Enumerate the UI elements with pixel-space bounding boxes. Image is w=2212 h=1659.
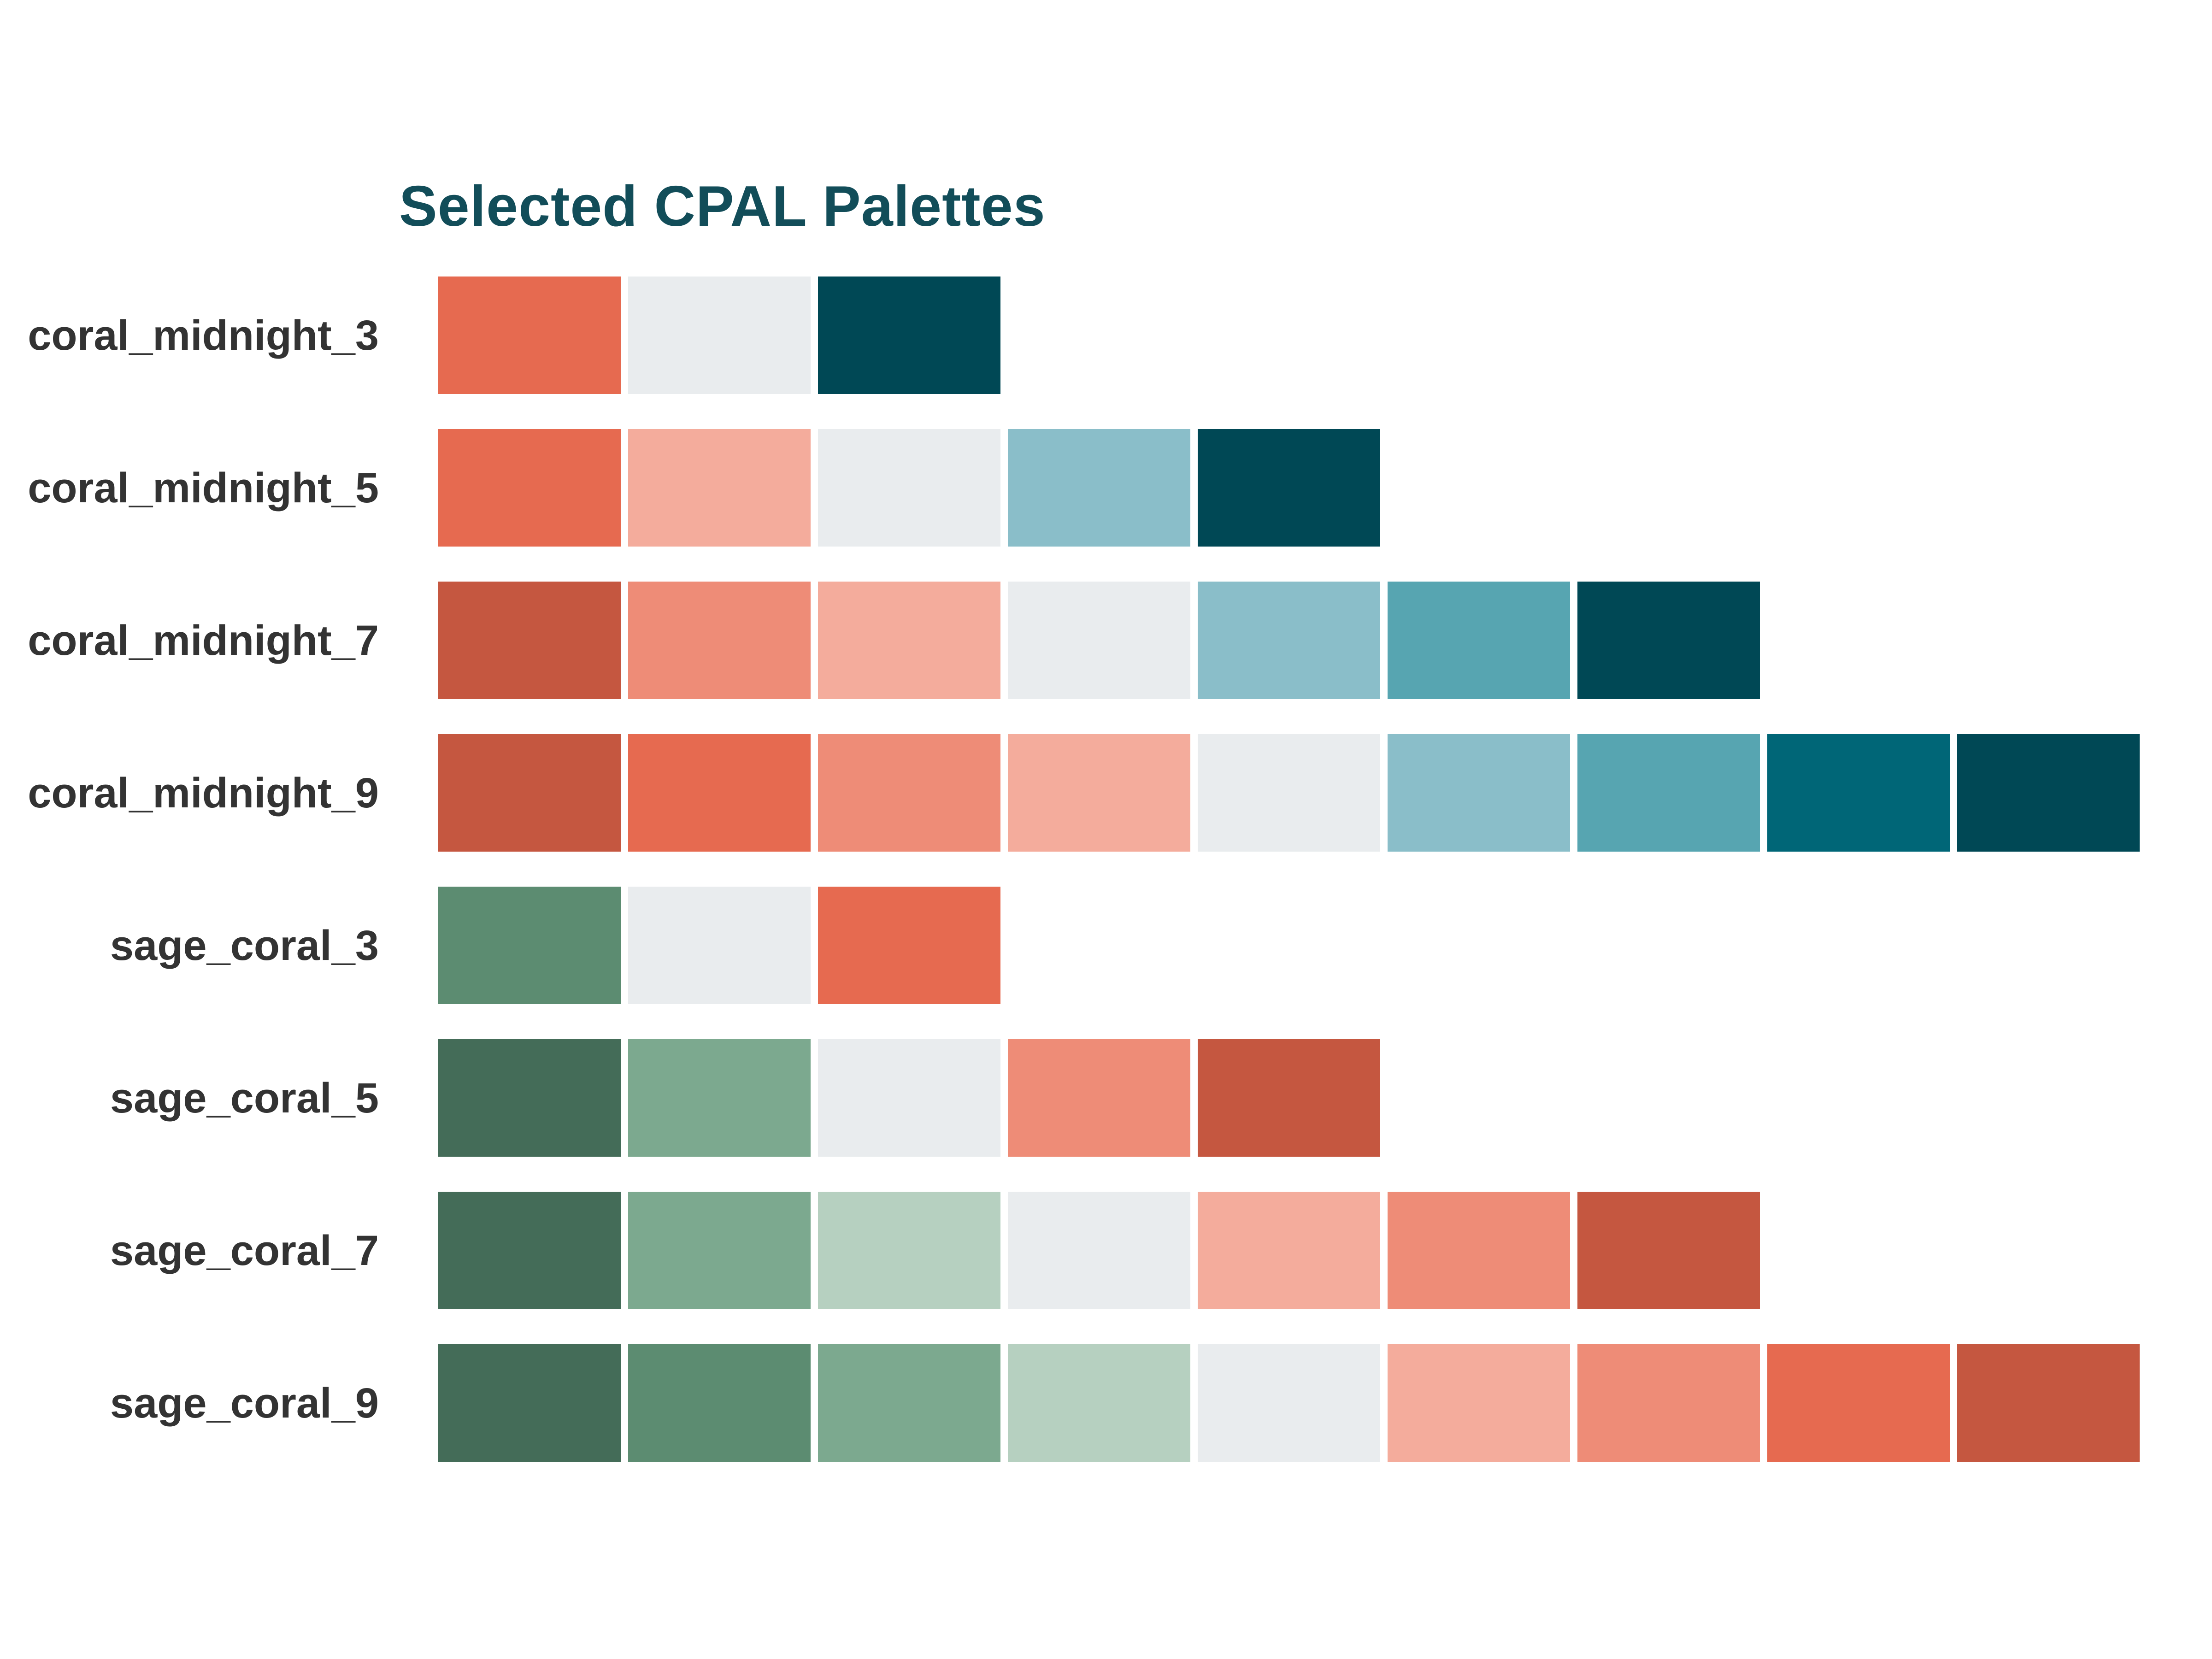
color-swatch bbox=[1957, 734, 2140, 852]
palette-row: coral_midnight_7 bbox=[0, 582, 2212, 699]
palette-row: coral_midnight_3 bbox=[0, 276, 2212, 394]
palette-rows: coral_midnight_3 coral_midnight_5 coral_… bbox=[0, 276, 2212, 1497]
color-swatch bbox=[628, 1344, 811, 1462]
color-swatch bbox=[438, 582, 621, 699]
color-swatch bbox=[1388, 1192, 1570, 1309]
color-swatch bbox=[1008, 582, 1190, 699]
color-swatch bbox=[818, 1344, 1000, 1462]
swatch-strip bbox=[438, 1039, 1388, 1157]
color-swatch bbox=[1008, 1039, 1190, 1157]
palette-row: sage_coral_3 bbox=[0, 887, 2212, 1004]
color-swatch bbox=[1198, 1039, 1380, 1157]
color-swatch bbox=[438, 734, 621, 852]
color-swatch bbox=[628, 1039, 811, 1157]
color-swatch bbox=[818, 887, 1000, 1004]
color-swatch bbox=[1388, 734, 1570, 852]
color-swatch bbox=[1198, 734, 1380, 852]
color-swatch bbox=[1577, 1192, 1760, 1309]
color-swatch bbox=[628, 429, 811, 547]
color-swatch bbox=[628, 276, 811, 394]
color-swatch bbox=[1198, 1192, 1380, 1309]
color-swatch bbox=[1388, 1344, 1570, 1462]
swatch-strip bbox=[438, 582, 1767, 699]
color-swatch bbox=[628, 887, 811, 1004]
swatch-strip bbox=[438, 887, 1008, 1004]
palette-row: sage_coral_9 bbox=[0, 1344, 2212, 1462]
color-swatch bbox=[438, 1344, 621, 1462]
color-swatch bbox=[438, 1039, 621, 1157]
palette-name-label: sage_coral_9 bbox=[110, 1379, 379, 1427]
color-swatch bbox=[818, 1192, 1000, 1309]
swatch-strip bbox=[438, 734, 2147, 852]
swatch-strip bbox=[438, 276, 1008, 394]
color-swatch bbox=[818, 582, 1000, 699]
palette-name-label: sage_coral_5 bbox=[110, 1074, 379, 1122]
color-swatch bbox=[1198, 582, 1380, 699]
color-swatch bbox=[1577, 734, 1760, 852]
color-swatch bbox=[818, 1039, 1000, 1157]
swatch-strip bbox=[438, 429, 1388, 547]
palette-name-label: coral_midnight_5 bbox=[28, 464, 379, 512]
color-swatch bbox=[1957, 1344, 2140, 1462]
swatch-strip bbox=[438, 1192, 1767, 1309]
palette-row: sage_coral_7 bbox=[0, 1192, 2212, 1309]
color-swatch bbox=[628, 734, 811, 852]
color-swatch bbox=[1008, 1192, 1190, 1309]
color-swatch bbox=[1008, 1344, 1190, 1462]
color-swatch bbox=[818, 429, 1000, 547]
palette-name-label: sage_coral_7 bbox=[110, 1227, 379, 1274]
palette-row: coral_midnight_5 bbox=[0, 429, 2212, 547]
color-swatch bbox=[628, 1192, 811, 1309]
color-swatch bbox=[1767, 1344, 1950, 1462]
color-swatch bbox=[1577, 582, 1760, 699]
color-swatch bbox=[1198, 429, 1380, 547]
color-swatch bbox=[1577, 1344, 1760, 1462]
color-swatch bbox=[438, 276, 621, 394]
palette-name-label: coral_midnight_3 bbox=[28, 312, 379, 359]
palette-name-label: coral_midnight_9 bbox=[28, 769, 379, 817]
color-swatch bbox=[628, 582, 811, 699]
color-swatch bbox=[1388, 582, 1570, 699]
color-swatch bbox=[818, 734, 1000, 852]
swatch-strip bbox=[438, 1344, 2147, 1462]
palette-name-label: coral_midnight_7 bbox=[28, 617, 379, 664]
color-swatch bbox=[1198, 1344, 1380, 1462]
color-swatch bbox=[438, 1192, 621, 1309]
color-swatch bbox=[818, 276, 1000, 394]
color-swatch bbox=[1767, 734, 1950, 852]
palette-row: sage_coral_5 bbox=[0, 1039, 2212, 1157]
chart-title: Selected CPAL Palettes bbox=[399, 175, 1046, 238]
palette-name-label: sage_coral_3 bbox=[110, 922, 379, 969]
palette-row: coral_midnight_9 bbox=[0, 734, 2212, 852]
color-swatch bbox=[438, 887, 621, 1004]
color-swatch bbox=[1008, 734, 1190, 852]
color-swatch bbox=[1008, 429, 1190, 547]
color-swatch bbox=[438, 429, 621, 547]
